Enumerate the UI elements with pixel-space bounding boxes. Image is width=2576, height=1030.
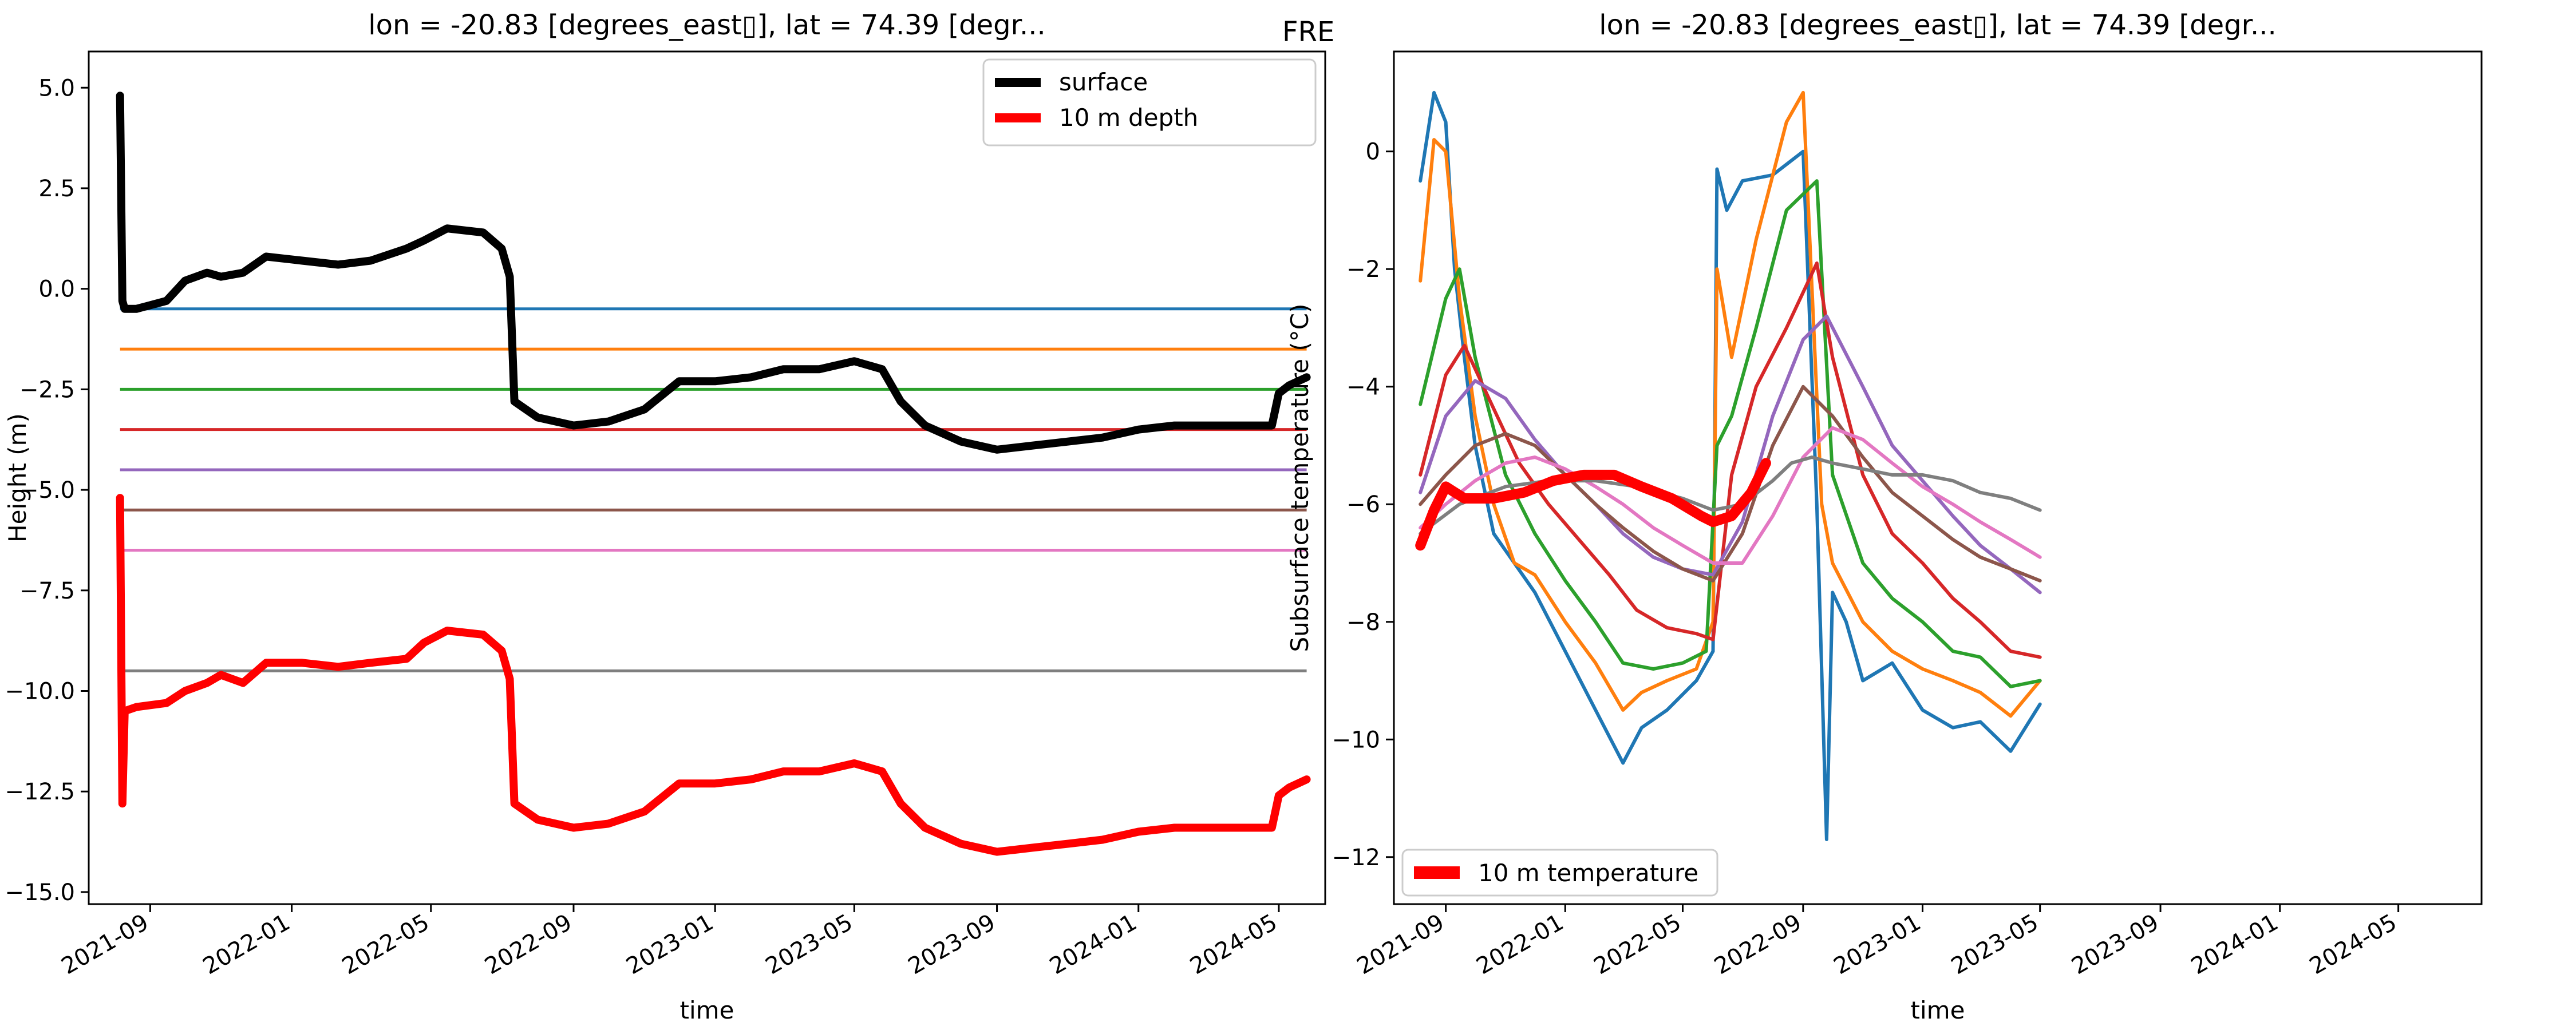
left-y-tick-label-8: −15.0 [5,880,75,906]
right-y-axis: 0 −2 −4 −6 −8 −10 −12 [1332,139,1394,871]
legend-label-10m-depth: 10 m depth [1059,104,1198,132]
left-plot-area [116,92,1311,856]
left-y-tick-label-7: −12.5 [5,779,75,805]
right-y-tick-label-4: −8 [1346,609,1380,636]
left-x-axis-label: time [680,996,734,1024]
right-x-axis-label: time [1911,996,1965,1024]
right-y-tick-label-6: −12 [1332,845,1380,871]
left-y-tick-label-2: 0.0 [38,276,75,303]
series-line-surface [116,92,1311,454]
legend-label-surface: surface [1059,68,1148,96]
right-y-tick-label-3: −6 [1346,492,1380,518]
left-axes-frame [88,50,1326,905]
left-y-tick-label-5: −7.5 [19,578,75,604]
series-line-sensor-c5 [1419,385,2042,583]
right-y-axis-label: Subsurface temperature (°C) [1286,304,1314,652]
series-line-10-m-temperature [1415,458,1771,551]
series-line-10-m-depth [116,494,1311,856]
right-chart-title: lon = -20.83 [degrees_east▯], lat = 74.3… [1599,9,2277,41]
left-legend-box [982,58,1317,146]
right-plot-area [1415,90,2042,841]
right-y-tick-label-2: −4 [1346,374,1380,401]
left-y-tick-label-4: −5.0 [19,477,75,504]
left-legend: surface 10 m depth [982,58,1317,146]
series-line-sensor-c2 [1419,179,2042,688]
left-y-axis: 5.0 2.5 0.0 −2.5 −5.0 −7.5 −10.0 −12.5 −15.0 [5,75,89,906]
figure-label: FRE [1282,16,1334,48]
left-y-axis-label: Height (m) [3,413,31,542]
left-y-tick-label-0: 5.0 [38,75,75,101]
legend-label-10m-temperature: 10 m temperature [1478,859,1698,887]
right-legend-box [1401,849,1718,897]
right-y-tick-label-1: −2 [1346,256,1380,283]
left-chart-title: lon = -20.83 [degrees_east▯], lat = 74.3… [368,9,1046,41]
left-y-tick-label-3: −2.5 [19,377,75,403]
series-line-sensor-c4 [1419,314,2042,595]
left-y-tick-label-1: 2.5 [38,176,75,202]
right-y-tick-label-5: −10 [1332,727,1380,753]
left-y-tick-label-6: −10.0 [5,679,75,705]
right-legend: 10 m temperature [1401,849,1718,897]
right-axes-frame [1393,50,2483,905]
series-line-sensor-c6 [1419,426,2042,565]
right-y-tick-label-0: 0 [1366,139,1380,165]
